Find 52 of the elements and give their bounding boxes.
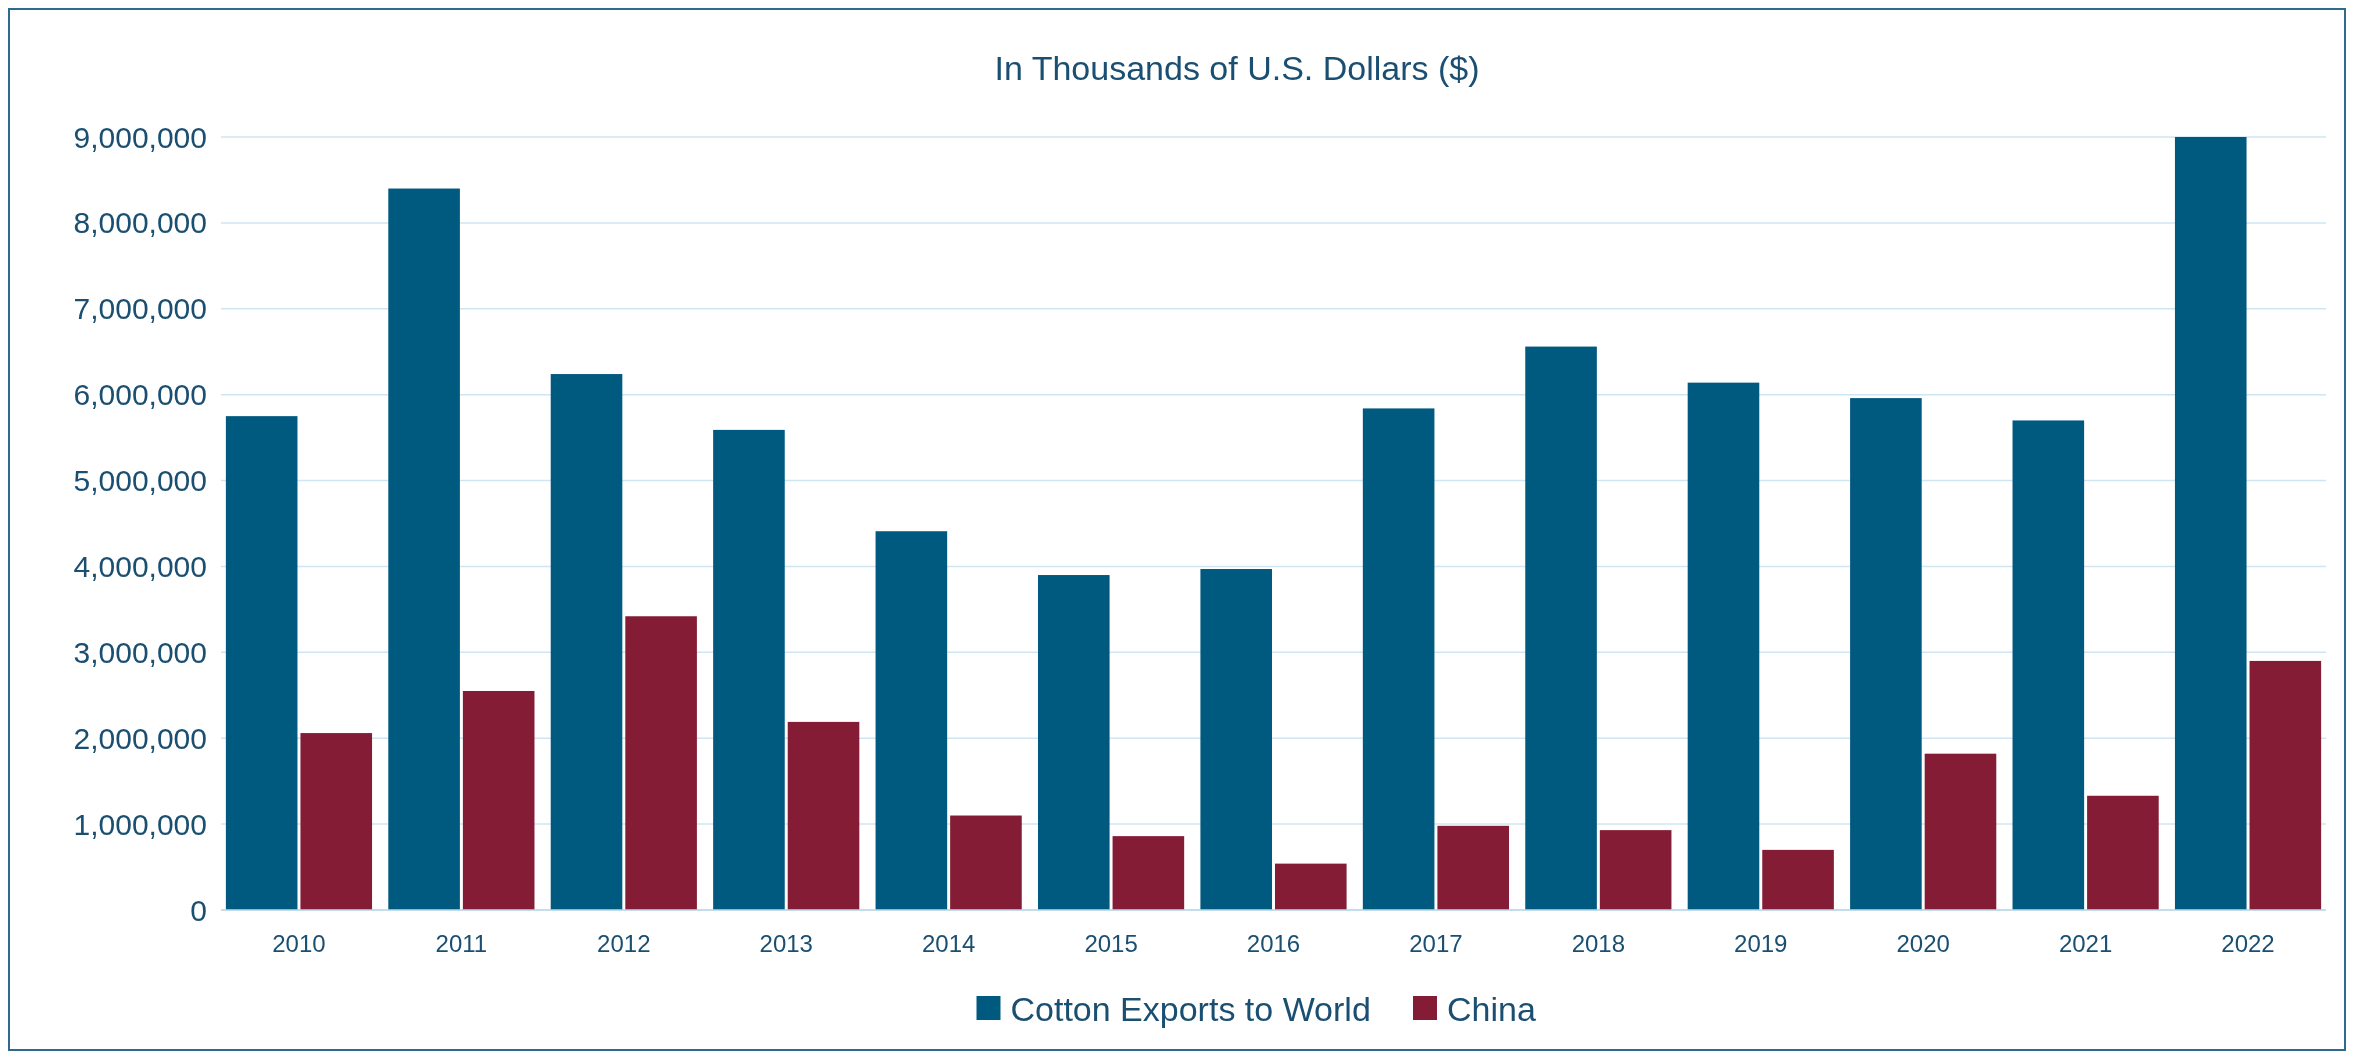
chart-title: In Thousands of U.S. Dollars ($): [994, 49, 1480, 87]
bar: [462, 690, 535, 910]
bar: [713, 429, 785, 910]
x-tick-label: 2016: [1246, 930, 1301, 957]
x-tick-label: 2015: [1084, 930, 1138, 957]
x-tick-label: 2018: [1571, 930, 1626, 957]
legend-label: Cotton Exports to World: [1010, 989, 1371, 1028]
x-tick-label: 2021: [2058, 930, 2113, 957]
y-tick-label: 1,000,000: [73, 807, 207, 841]
bar: [1924, 753, 1997, 910]
x-tick-label: 2011: [435, 930, 488, 957]
y-tick-label: 0: [190, 893, 207, 927]
bar: [1274, 863, 1347, 910]
x-tick-label: 2022: [2221, 930, 2275, 957]
bar: [2087, 795, 2159, 910]
bar: [1200, 569, 1273, 910]
bar: [550, 374, 623, 910]
y-tick-label: 5,000,000: [73, 464, 207, 498]
bar: [300, 733, 373, 910]
y-tick-label: 8,000,000: [73, 206, 207, 240]
bar: [875, 531, 948, 910]
x-tick-label: 2013: [759, 930, 813, 957]
bar: [1112, 836, 1185, 910]
x-tick-label: 2017: [1409, 930, 1463, 957]
bar: [1362, 408, 1435, 910]
y-tick-label: 9,000,000: [73, 120, 207, 154]
y-tick-label: 4,000,000: [73, 549, 207, 583]
bar: [225, 416, 298, 910]
bar: [1525, 346, 1597, 910]
bar: [787, 721, 860, 910]
y-tick-label: 7,000,000: [73, 292, 207, 326]
y-tick-label: 6,000,000: [73, 378, 207, 412]
bar: [1687, 382, 1760, 910]
bar: [2174, 137, 2247, 910]
bar: [1037, 575, 1110, 910]
bar: [950, 815, 1022, 910]
x-tick-label: 2010: [272, 930, 326, 957]
x-tick-label: 2014: [921, 930, 976, 957]
bar: [1762, 849, 1834, 910]
bar: [1599, 830, 1672, 910]
x-tick-label: 2019: [1734, 930, 1788, 957]
legend-label: China: [1447, 989, 1536, 1028]
bar: [388, 188, 460, 910]
x-tick-label: 2020: [1896, 930, 1950, 957]
y-tick-label: 3,000,000: [73, 635, 207, 669]
y-tick-label: 2,000,000: [73, 721, 207, 755]
bar: [1437, 825, 1510, 910]
x-tick-label: 2012: [597, 930, 651, 957]
bar: [1850, 398, 1922, 910]
bar: [2012, 420, 2085, 910]
bar: [625, 616, 697, 910]
bar: [2249, 660, 2322, 910]
